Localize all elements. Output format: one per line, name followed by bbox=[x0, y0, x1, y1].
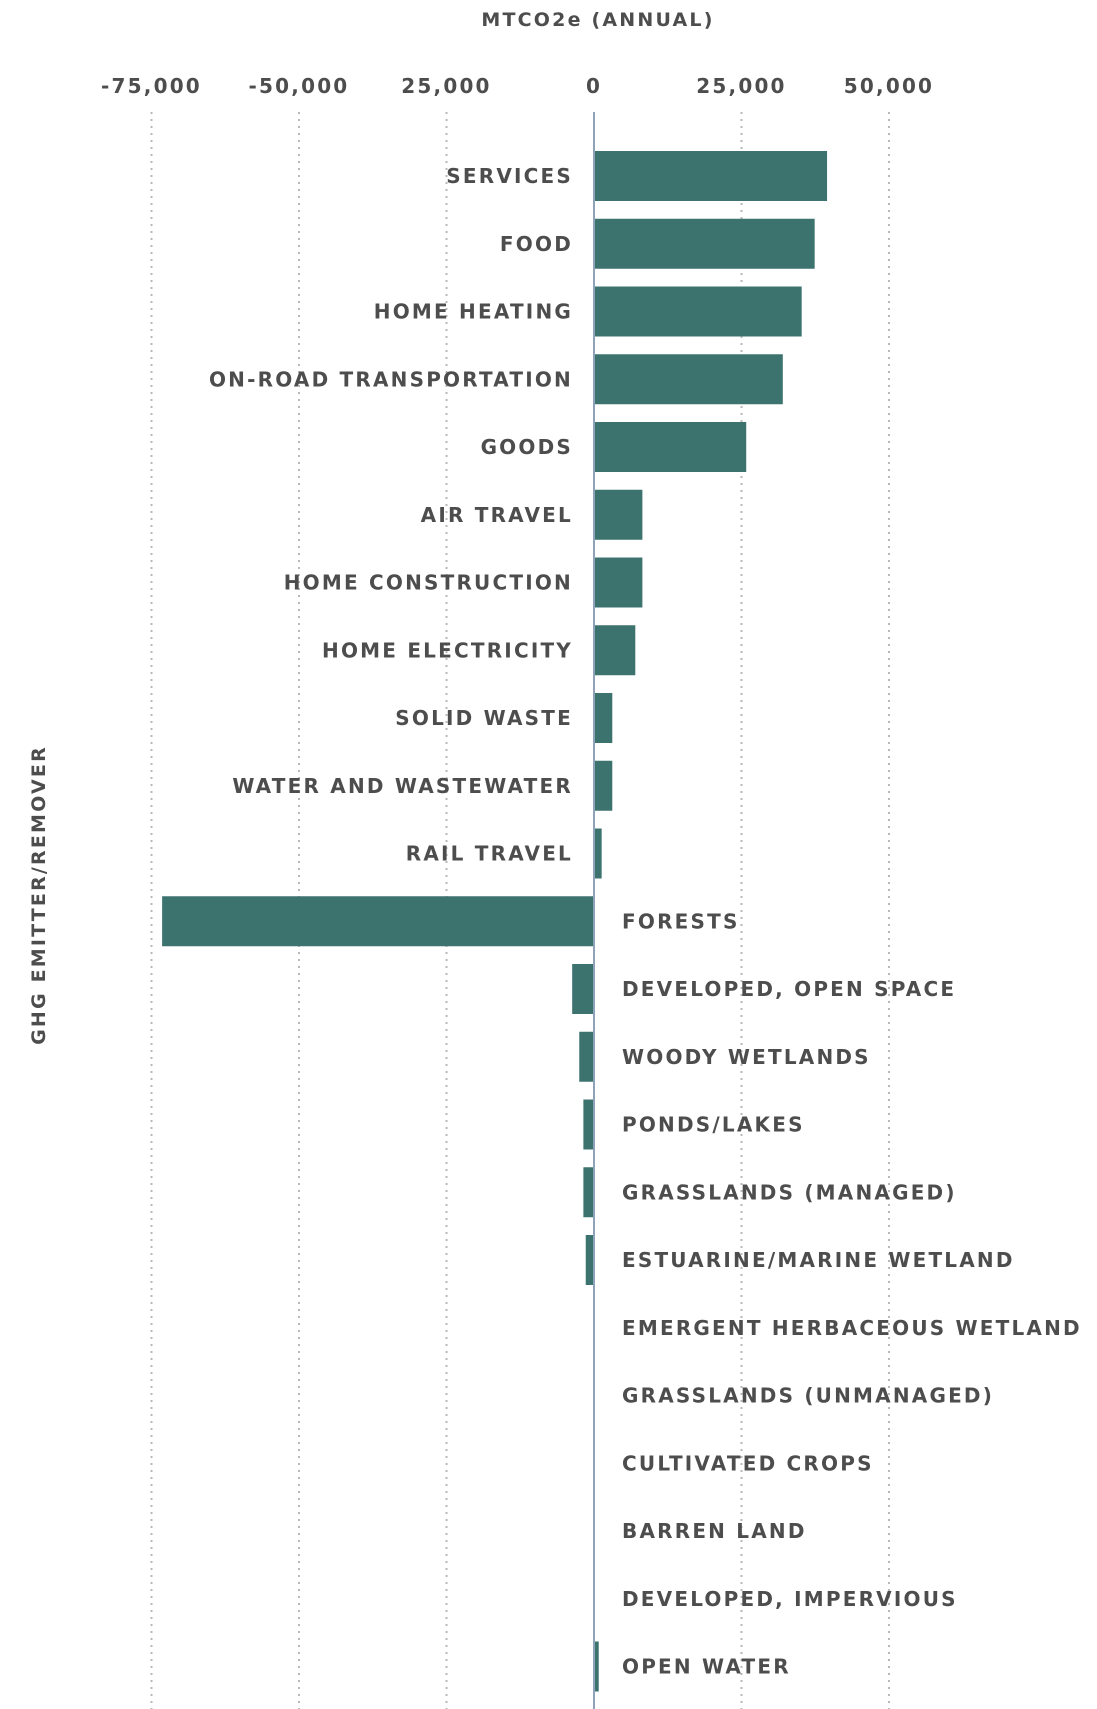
bar-food bbox=[594, 218, 815, 269]
bar-home-electricity bbox=[594, 625, 636, 676]
category-label-rail-travel: RAIL TRAVEL bbox=[406, 842, 573, 866]
bar-estuarine-marine-wetland bbox=[585, 1235, 594, 1285]
category-label-on-road-transportation: ON-ROAD TRANSPORTATION bbox=[209, 367, 573, 391]
category-label-home-heating: HOME HEATING bbox=[374, 300, 573, 324]
x-tick-label: 25,000 bbox=[401, 74, 491, 98]
category-label-solid-waste: SOLID WASTE bbox=[395, 706, 573, 730]
bar-goods bbox=[594, 422, 747, 472]
category-label-home-electricity: HOME ELECTRICITY bbox=[322, 638, 573, 662]
x-axis-title: MTCO2e (ANNUAL) bbox=[481, 9, 714, 31]
category-label-ponds-lakes: PONDS/LAKES bbox=[622, 1113, 805, 1137]
category-labels: SERVICES FOOD HOME HEATING ON-ROAD TRANSPOR… bbox=[209, 164, 1082, 1679]
bar-services bbox=[594, 151, 828, 201]
x-tick-label: -75,000 bbox=[101, 74, 202, 98]
y-axis-title: GHG EMITTER/REMOVER bbox=[28, 745, 50, 1045]
category-label-services: SERVICES bbox=[446, 164, 573, 188]
bar-woody-wetlands bbox=[579, 1031, 594, 1082]
bar-air-travel bbox=[594, 489, 643, 540]
category-label-grasslands-unmanaged: GRASSLANDS (UNMANAGED) bbox=[622, 1384, 994, 1408]
bar-grasslands-managed bbox=[583, 1167, 594, 1218]
x-tick-label: -50,000 bbox=[249, 74, 350, 98]
category-label-emergent-herbaceous-wetland: EMERGENT HERBACEOUS WETLAND bbox=[622, 1316, 1082, 1340]
x-tick-label: 25,000 bbox=[696, 74, 786, 98]
bar-water-and-wastewater bbox=[594, 760, 613, 811]
category-label-goods: GOODS bbox=[481, 435, 573, 459]
x-tick-label: 0 bbox=[586, 74, 602, 98]
bar-open-water bbox=[594, 1641, 599, 1692]
bar-on-road-transportation bbox=[594, 354, 783, 405]
category-label-developed-impervious: DEVELOPED, IMPERVIOUS bbox=[622, 1587, 958, 1611]
bar-rail-travel bbox=[594, 828, 602, 879]
category-label-food: FOOD bbox=[500, 232, 573, 256]
category-label-developed-open-space: DEVELOPED, OPEN SPACE bbox=[622, 977, 956, 1001]
category-label-air-travel: AIR TRAVEL bbox=[421, 503, 573, 527]
bar-solid-waste bbox=[594, 693, 613, 743]
bar-layer bbox=[162, 151, 828, 1692]
category-label-water-and-wastewater: WATER AND WASTEWATER bbox=[232, 774, 573, 798]
category-label-forests: FORESTS bbox=[622, 909, 740, 933]
category-label-grasslands-managed: GRASSLANDS (MANAGED) bbox=[622, 1180, 957, 1204]
category-label-woody-wetlands: WOODY WETLANDS bbox=[622, 1045, 871, 1069]
bar-home-heating bbox=[594, 286, 802, 337]
category-label-barren-land: BARREN LAND bbox=[622, 1519, 807, 1543]
x-tick-labels: -75,000 -50,000 25,000 0 25,000 50,000 bbox=[101, 74, 934, 98]
bar-forests bbox=[162, 896, 594, 947]
category-label-home-construction: HOME CONSTRUCTION bbox=[284, 571, 573, 595]
category-label-estuarine-marine-wetland: ESTUARINE/MARINE WETLAND bbox=[622, 1248, 1015, 1272]
bar-developed-open-space bbox=[572, 964, 594, 1014]
bar-home-construction bbox=[594, 557, 643, 608]
x-tick-label: 50,000 bbox=[844, 74, 934, 98]
category-label-open-water: OPEN WATER bbox=[622, 1655, 791, 1679]
category-label-cultivated-crops: CULTIVATED CROPS bbox=[622, 1451, 874, 1475]
bar-ponds-lakes bbox=[583, 1099, 594, 1150]
